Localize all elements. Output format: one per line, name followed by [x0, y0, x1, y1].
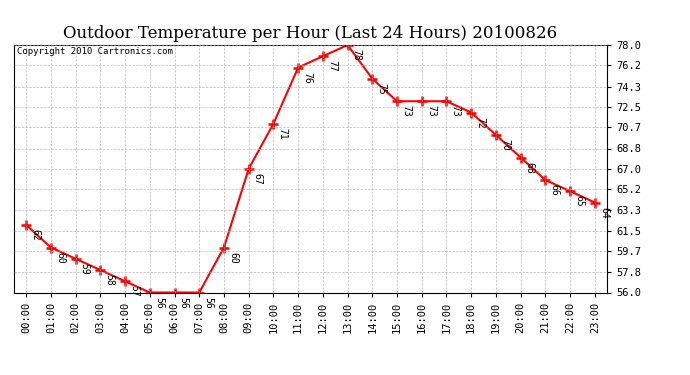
Text: Copyright 2010 Cartronics.com: Copyright 2010 Cartronics.com [17, 48, 172, 57]
Text: 60: 60 [228, 252, 238, 263]
Text: 73: 73 [451, 105, 461, 117]
Text: 58: 58 [104, 274, 115, 286]
Text: 62: 62 [30, 229, 40, 241]
Text: 77: 77 [327, 60, 337, 72]
Text: 64: 64 [599, 207, 609, 218]
Text: 71: 71 [277, 128, 288, 140]
Text: 67: 67 [253, 173, 263, 184]
Text: 73: 73 [401, 105, 411, 117]
Text: 59: 59 [80, 263, 90, 274]
Text: 72: 72 [475, 117, 485, 128]
Text: 68: 68 [525, 162, 535, 173]
Text: 75: 75 [377, 83, 386, 94]
Text: 70: 70 [500, 139, 510, 151]
Text: 73: 73 [426, 105, 436, 117]
Text: 66: 66 [549, 184, 560, 196]
Title: Outdoor Temperature per Hour (Last 24 Hours) 20100826: Outdoor Temperature per Hour (Last 24 Ho… [63, 25, 558, 42]
Text: 60: 60 [55, 252, 65, 263]
Text: 56: 56 [204, 297, 213, 308]
Text: 65: 65 [574, 195, 584, 207]
Text: 56: 56 [154, 297, 164, 308]
Text: 56: 56 [179, 297, 188, 308]
Text: 78: 78 [352, 49, 362, 61]
Text: 57: 57 [129, 285, 139, 297]
Text: 76: 76 [302, 72, 313, 83]
